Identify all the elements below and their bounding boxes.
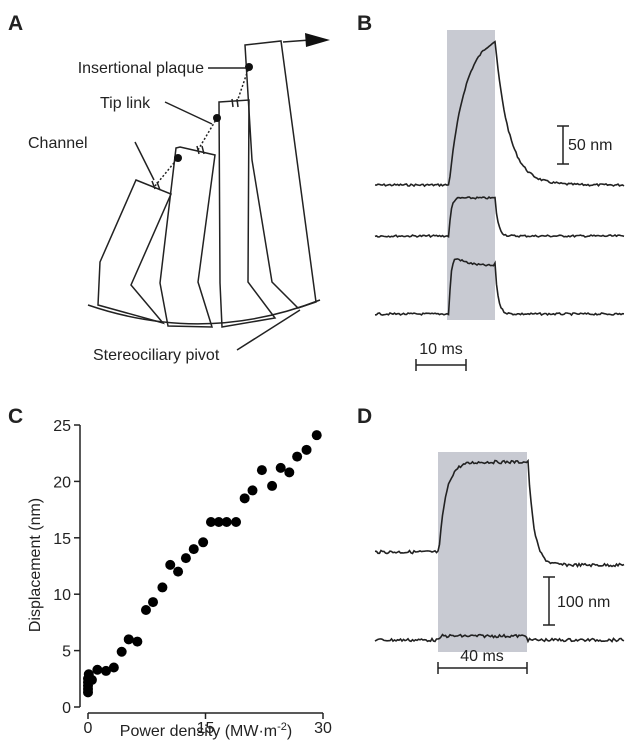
point [301,444,312,455]
scale-label: 10 ms [419,341,463,358]
y-axis-label: Displacement (nm) [27,498,44,632]
point [311,430,322,441]
point [231,517,242,528]
stimulus-window [438,452,527,652]
panel-letter: B [357,12,372,35]
trace [374,40,625,188]
x-tick-label: 0 [84,720,93,737]
point [188,544,199,555]
point [292,451,303,462]
point [140,604,151,615]
trace [374,458,625,568]
point [173,566,184,577]
y-tick-label: 20 [53,474,71,491]
point [157,582,168,593]
point [221,517,232,528]
scale-bar [557,125,569,165]
point [108,662,119,673]
panel-letter: C [8,405,23,428]
leader-line [134,67,301,351]
point [275,462,286,473]
point [284,467,295,478]
arrow [282,39,311,43]
panel-letter: A [8,12,23,35]
stereocilium [97,179,172,325]
point [198,537,209,548]
y-tick-label: 0 [62,700,71,717]
point [148,597,159,608]
label: Tip link [100,95,151,112]
x-tick-label: 15 [197,720,215,737]
point [116,646,127,657]
y-tick-label: 10 [53,587,71,604]
point [267,480,278,491]
stimulus-window [447,30,495,320]
scale-bar [415,359,467,371]
panel-letter: D [357,405,372,428]
channel [151,98,239,191]
trace [374,196,625,239]
tip-link [154,66,250,187]
trace [374,633,625,644]
scale-label: 40 ms [460,648,504,665]
y-tick-label: 25 [53,418,71,435]
scale-bar [437,662,528,674]
stereocilia-diagram [87,33,330,351]
y-tick-label: 15 [53,531,71,548]
point [239,493,250,504]
trace [374,258,625,317]
point [205,517,216,528]
x-axis-label-sup: -2 [277,721,287,733]
point [86,674,97,685]
label: Insertional plaque [78,60,204,77]
point [256,465,267,476]
stereocilium [218,99,277,328]
x-axis-label-part: ) [287,723,292,740]
x-axis-label-part: Power density (MW·m [120,723,277,740]
point [101,665,112,676]
point [213,517,224,528]
point [123,634,134,645]
point [165,559,176,570]
label: Stereociliary pivot [93,347,220,364]
point [247,485,258,496]
stereocilium [244,40,317,309]
scale-label: 50 nm [568,137,612,154]
y-tick-label: 5 [62,644,71,661]
scale-bar [543,576,555,626]
pivot-arc [87,299,321,325]
arrow-head [305,33,330,47]
scale-label: 100 nm [557,594,610,611]
x-axis-label: Power density (MW·m-2) [120,721,292,740]
stereocilium [159,146,216,328]
plaque [245,63,253,71]
point [180,553,191,564]
point [92,664,103,675]
plaque [174,154,182,162]
point [132,636,143,647]
plaque [213,114,221,122]
label: Channel [28,135,88,152]
x-tick-label: 30 [314,720,332,737]
